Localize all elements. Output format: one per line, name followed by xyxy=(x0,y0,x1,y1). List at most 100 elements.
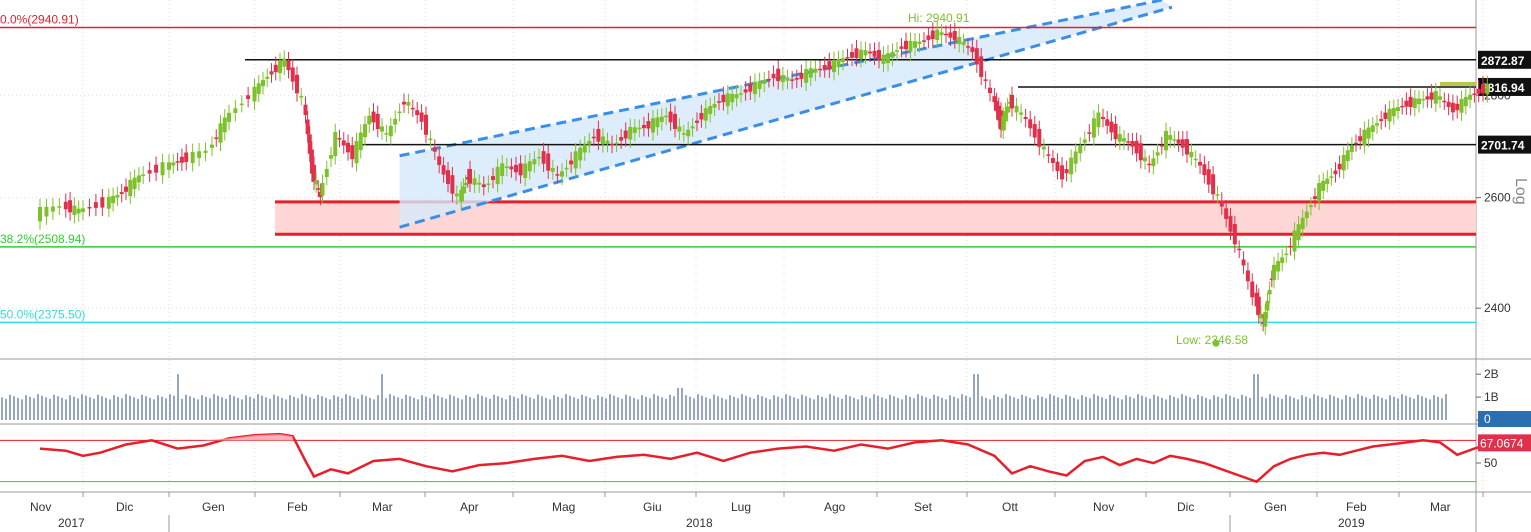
candle-body xyxy=(850,52,854,58)
candle-body xyxy=(1060,165,1065,180)
candle-body xyxy=(1421,98,1426,101)
candle-body xyxy=(822,64,827,70)
candle-body xyxy=(175,161,180,163)
scale-label: Log xyxy=(1512,178,1529,205)
candle-body xyxy=(1425,96,1430,100)
candle-body xyxy=(974,48,979,65)
price-tag-label: 2701.74 xyxy=(1481,139,1525,153)
candle-body xyxy=(314,180,319,185)
candle-body xyxy=(147,170,152,174)
candle-body xyxy=(725,93,730,107)
candle-body xyxy=(111,195,116,204)
candle-body xyxy=(1172,139,1177,141)
candle-body xyxy=(659,116,664,122)
rsi-overbought-fill xyxy=(203,434,293,441)
candle-body xyxy=(673,113,677,130)
candle-body xyxy=(1446,101,1451,107)
candle-body xyxy=(1349,145,1354,152)
candle-body xyxy=(813,68,818,73)
candle-body xyxy=(1459,98,1464,113)
candle-body xyxy=(881,54,886,64)
candle-body xyxy=(437,156,442,166)
candle-body xyxy=(651,118,655,133)
channel-fill xyxy=(399,0,1173,228)
candle-body xyxy=(1082,139,1087,143)
candle-body xyxy=(708,106,713,115)
rsi-value-label: 67.0674 xyxy=(1480,436,1524,450)
candle-body xyxy=(1109,121,1114,133)
candle-body xyxy=(1333,170,1338,175)
candle-body xyxy=(699,112,704,120)
candle-body xyxy=(286,60,291,71)
candle-body xyxy=(1313,196,1317,199)
price-tag-box xyxy=(1478,77,1531,96)
candle-body xyxy=(623,130,628,139)
candle-body xyxy=(1276,261,1281,272)
candle-body xyxy=(1007,101,1012,104)
candle-body xyxy=(966,46,970,48)
candle-body xyxy=(295,74,299,94)
candle-body xyxy=(227,112,231,122)
candle-body xyxy=(504,166,509,168)
last-price-marker xyxy=(1440,81,1476,86)
year-label: 2019 xyxy=(1338,516,1365,530)
candle-body xyxy=(555,174,560,176)
candle-body xyxy=(509,166,514,170)
month-label: Feb xyxy=(287,500,308,514)
candle-body xyxy=(1337,163,1342,170)
month-label: Lug xyxy=(731,500,751,514)
candle-body xyxy=(632,127,637,133)
candle-body xyxy=(203,150,208,153)
candle-body xyxy=(402,101,406,105)
candle-body xyxy=(1254,292,1259,307)
candle-body xyxy=(1325,178,1330,185)
candle-body xyxy=(734,94,739,99)
candle-body xyxy=(730,93,735,103)
candle-body xyxy=(1117,134,1122,142)
candle-body xyxy=(573,151,578,169)
candle-body xyxy=(614,142,619,145)
candle-body xyxy=(333,132,338,157)
candle-body xyxy=(141,174,146,176)
candle-body xyxy=(1168,135,1173,140)
candle-body xyxy=(686,129,691,137)
candle-body xyxy=(324,168,329,178)
candle-body xyxy=(794,77,799,80)
candle-body xyxy=(890,51,895,58)
candle-body xyxy=(72,205,77,216)
candle-body xyxy=(1442,100,1447,103)
candle-body xyxy=(1232,224,1237,245)
candle-body xyxy=(1265,300,1270,311)
candle-body xyxy=(1250,281,1255,298)
candle-body xyxy=(1037,128,1042,147)
candle-body xyxy=(261,80,265,87)
candle-body xyxy=(569,160,574,165)
candle-body xyxy=(1304,211,1309,219)
month-label: Mar xyxy=(372,500,393,514)
candle-body xyxy=(179,156,184,163)
candle-body xyxy=(681,133,686,135)
candle-body xyxy=(1091,118,1096,138)
candle-body xyxy=(944,33,948,36)
candle-body xyxy=(518,163,523,176)
candle-body xyxy=(1261,322,1266,324)
candle-body xyxy=(393,118,398,125)
candle-body xyxy=(1429,92,1434,100)
y-tick-label: 2600 xyxy=(1484,191,1511,205)
month-label: Ago xyxy=(824,500,846,514)
candle-body xyxy=(160,162,165,176)
candle-body xyxy=(1078,145,1083,154)
candle-body xyxy=(424,114,428,135)
candle-body xyxy=(785,77,790,81)
candle-body xyxy=(124,186,128,192)
candle-body xyxy=(854,48,859,59)
candle-body xyxy=(210,144,214,148)
candle-body xyxy=(1358,136,1363,142)
candle-body xyxy=(154,164,159,173)
candle-body xyxy=(468,169,472,184)
candle-body xyxy=(935,29,940,41)
candle-body xyxy=(776,68,781,82)
candle-body xyxy=(1245,270,1250,282)
candle-body xyxy=(690,126,695,129)
